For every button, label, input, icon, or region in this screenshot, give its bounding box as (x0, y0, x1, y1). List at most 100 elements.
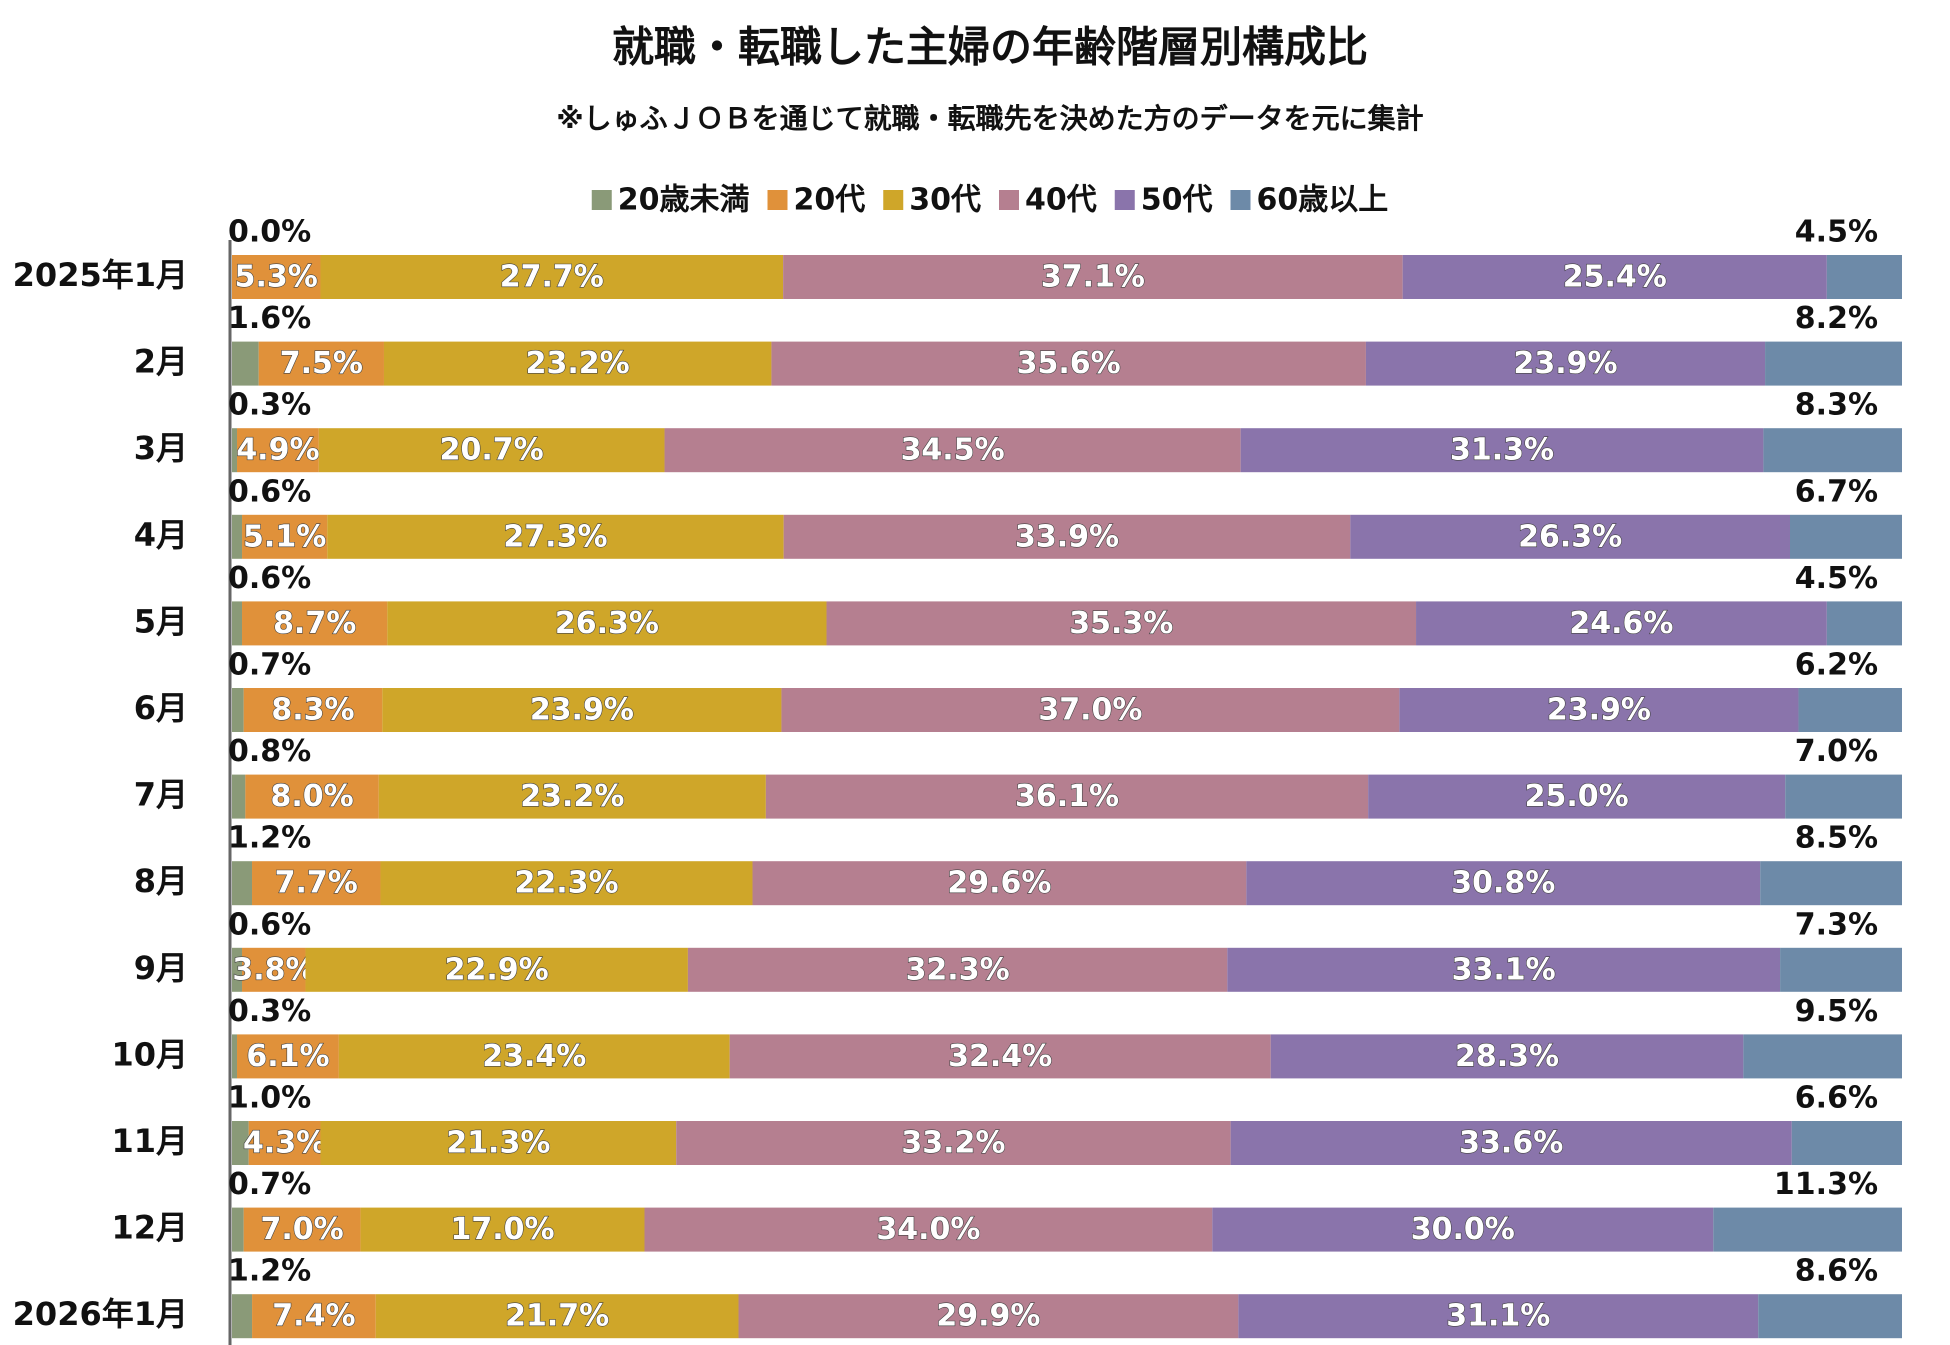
bar-segment (1240, 428, 1764, 473)
bar-segment (1238, 1294, 1759, 1339)
data-label: 37.0% (1038, 693, 1142, 728)
data-label: 35.3% (1069, 606, 1173, 641)
legend-swatch (1230, 190, 1251, 210)
data-label: 24.6% (1569, 606, 1673, 641)
data-label: 4.3% (243, 1126, 326, 1161)
data-label: 4.9% (236, 433, 319, 468)
data-label: 23.9% (1547, 693, 1651, 728)
data-label: 23.2% (526, 346, 630, 381)
bar-segment (1350, 514, 1790, 559)
data-label: 5.1% (243, 519, 326, 554)
bar-segment (232, 688, 244, 732)
bar-segment (387, 601, 827, 646)
y-tick-label: 5月 (134, 602, 188, 640)
legend-label: 20代 (794, 183, 866, 218)
bar-segment (765, 774, 1369, 819)
bar-segment (252, 1294, 376, 1339)
data-label: 29.9% (936, 1299, 1040, 1334)
legend-swatch (1114, 190, 1135, 210)
bar-segment (664, 428, 1241, 473)
bar-segment (375, 1294, 739, 1339)
data-label: 8.6% (1795, 1254, 1878, 1289)
bar-segment (232, 601, 243, 646)
bar-segment (338, 1034, 730, 1079)
bar-segment (1743, 1034, 1902, 1079)
data-label: 23.4% (482, 1039, 586, 1074)
legend-label: 60歳以上 (1257, 183, 1389, 218)
bar-segment (1365, 341, 1766, 386)
data-label: 37.1% (1041, 260, 1145, 295)
data-label: 9.5% (1795, 994, 1878, 1029)
data-label: 11.3% (1774, 1167, 1878, 1202)
data-label: 8.0% (270, 779, 353, 814)
data-label: 0.6% (228, 907, 311, 942)
legend-swatch (767, 190, 788, 210)
data-label: 22.9% (445, 952, 549, 987)
bar-segment (232, 1121, 249, 1165)
data-label: 0.6% (228, 474, 311, 509)
bar-segment (383, 341, 772, 386)
bar-segment (1368, 774, 1786, 819)
data-label: 1.0% (228, 1081, 311, 1116)
bar-segment (232, 428, 238, 473)
bar-segment (729, 1034, 1271, 1079)
data-label: 32.3% (906, 952, 1010, 987)
bar-segment (382, 688, 782, 732)
bar-segment (826, 601, 1417, 646)
data-label: 23.9% (1513, 346, 1617, 381)
chart-title: 就職・転職した主婦の年齢階層別構成比 (612, 23, 1368, 72)
data-label: 8.7% (273, 606, 356, 641)
y-tick-label: 6月 (134, 689, 188, 727)
bar-segment (1416, 601, 1827, 646)
legend-label: 30代 (909, 183, 981, 218)
bar-segment (305, 947, 688, 992)
bar-segment (380, 861, 753, 906)
legend-label: 50代 (1141, 183, 1213, 218)
bar-segment (1227, 947, 1781, 992)
data-label: 26.3% (1518, 519, 1622, 554)
legend-swatch (883, 190, 904, 210)
bar-segment (232, 341, 259, 386)
data-label: 6.6% (1795, 1081, 1878, 1116)
bar-segment (245, 774, 379, 819)
bar-segment (243, 1207, 361, 1252)
bar-segment (232, 947, 243, 992)
data-label: 7.5% (280, 346, 363, 381)
bar-segment (752, 861, 1247, 906)
data-label: 33.6% (1459, 1126, 1563, 1161)
bar-segment (1713, 1207, 1902, 1252)
bar-segment (232, 774, 246, 819)
data-label: 26.3% (555, 606, 659, 641)
y-tick-label: 2025年1月 (13, 256, 188, 294)
bar-segment (1760, 861, 1902, 906)
bar-segment (771, 341, 1366, 386)
bar-segment (1399, 688, 1799, 732)
bar-segment (378, 774, 766, 819)
data-label: 23.9% (530, 693, 634, 728)
data-label: 33.1% (1452, 952, 1556, 987)
bar-segment (242, 514, 328, 559)
data-label: 4.5% (1795, 215, 1878, 250)
bar-segment (1758, 1294, 1902, 1339)
data-label: 34.0% (876, 1212, 980, 1247)
bar-segment (360, 1207, 645, 1252)
data-label: 0.8% (228, 734, 311, 769)
bar-segment (320, 255, 784, 299)
bar-segment (1212, 1207, 1714, 1252)
bar-segment (1780, 947, 1902, 992)
data-label: 30.0% (1411, 1212, 1515, 1247)
data-label: 6.7% (1795, 474, 1878, 509)
legend-swatch (999, 190, 1019, 210)
data-label: 7.0% (1795, 734, 1878, 769)
bar-segment (1785, 774, 1902, 819)
chart-subtitle: ※しゅふＪＯＢを通じて就職・転職先を決めた方のデータを元に集計 (556, 102, 1423, 135)
data-label: 28.3% (1455, 1039, 1559, 1074)
legend-swatch (591, 190, 612, 210)
bar-segment (242, 947, 306, 992)
bar-segment (687, 947, 1228, 992)
data-label: 0.3% (228, 388, 311, 423)
data-label: 25.4% (1563, 260, 1667, 295)
data-label: 20.7% (440, 433, 544, 468)
data-label: 21.7% (505, 1299, 609, 1334)
